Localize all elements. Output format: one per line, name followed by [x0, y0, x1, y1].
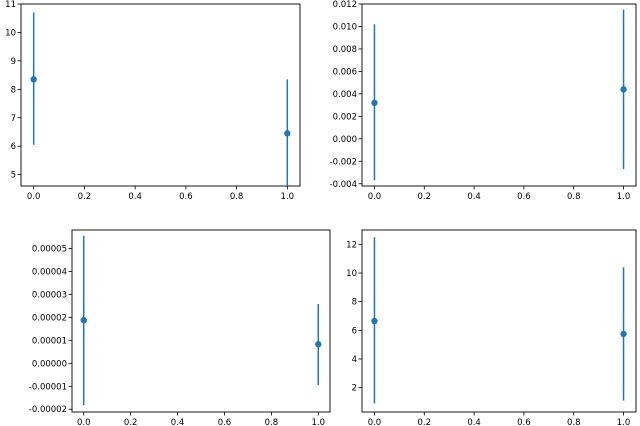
subplot-2: 0.0 0.2 0.4 0.6 0.8 1.0 -0.004 -0.002 0.000 0.002… [330, 0, 637, 202]
y-tick-label: 5 [11, 171, 16, 181]
x-tick-label: 0.2 [418, 418, 432, 426]
x-tick-label: 0.2 [418, 192, 432, 202]
x-tick-label: 0.6 [218, 418, 232, 426]
x-tick-label: 0.6 [179, 192, 193, 202]
data-point [371, 317, 378, 325]
y-tick-label: 0.006 [333, 67, 357, 77]
x-tick-label: 1.0 [617, 192, 631, 202]
y-tick-label: 9 [11, 57, 16, 67]
x-tick-label: 0.0 [368, 418, 382, 426]
x-tick-label: 0.2 [78, 192, 92, 202]
x-tick-label: 0.4 [128, 192, 142, 202]
x-tick-label: 0.2 [124, 418, 138, 426]
y-tick-label: 0.00001 [32, 336, 67, 346]
y-tick-label: 0.002 [333, 112, 357, 122]
data-point [620, 330, 627, 338]
x-tick-label: 0.6 [517, 418, 531, 426]
x-tick-label: 0.4 [171, 418, 185, 426]
subplot-3: 0.0 0.2 0.4 0.6 0.8 1.0 -0.00002 -0.00001 0.0000… [29, 229, 331, 426]
y-tick-label: 0.00002 [32, 313, 67, 323]
x-tick-label: 0.4 [467, 418, 481, 426]
x-tick-label: 0.8 [230, 192, 244, 202]
data-point [80, 316, 87, 324]
y-tick-label: -0.002 [330, 157, 357, 167]
y-tick-label: 12 [346, 240, 357, 250]
y-tick-label: 0.00000 [32, 359, 67, 369]
x-tick-label: 0.4 [467, 192, 481, 202]
x-tick-label: 1.0 [617, 418, 631, 426]
y-tick-label: 0.00005 [32, 244, 67, 254]
x-tick-label: 0.0 [77, 418, 91, 426]
y-tick-label: 0.00004 [32, 267, 67, 277]
y-tick-label: 10 [5, 28, 16, 38]
axes-frame [361, 3, 637, 187]
y-tick-label: -0.00001 [29, 382, 67, 392]
x-tick-label: 0.0 [368, 192, 382, 202]
y-tick-label: 6 [11, 142, 16, 152]
axes-frame [20, 3, 301, 187]
x-tick-label: 0.6 [517, 192, 531, 202]
y-tick-label: 0.00003 [32, 290, 67, 300]
y-tick-label: 8 [11, 85, 16, 95]
axes-frame [71, 229, 331, 413]
x-tick-label: 1.0 [312, 418, 326, 426]
data-point [284, 130, 291, 137]
y-tick-label: 0.000 [333, 135, 357, 145]
axes-frame [361, 229, 637, 413]
y-tick-label: 0.004 [333, 90, 357, 100]
data-point [315, 341, 322, 348]
subplot-4: 0.0 0.2 0.4 0.6 0.8 1.0 2 4 6 8 10 12 [346, 229, 637, 426]
y-tick-label: 6 [352, 326, 357, 336]
y-tick-label: 0.008 [333, 45, 357, 55]
y-tick-label: 10 [346, 269, 357, 279]
data-point [620, 86, 627, 93]
x-tick-label: 1.0 [281, 192, 295, 202]
data-point [30, 76, 37, 83]
y-tick-label: 4 [352, 355, 357, 365]
data-point [371, 99, 378, 107]
y-tick-label: 7 [11, 114, 16, 124]
y-tick-label: 2 [352, 384, 357, 394]
x-tick-label: 0.8 [567, 192, 581, 202]
y-tick-label: 8 [352, 298, 357, 308]
y-tick-label: 0.010 [333, 22, 357, 32]
subplot-1: 0.0 0.2 0.4 0.6 0.8 1.0 5 6 7 8 9 10 11 [5, 0, 301, 202]
y-tick-label: 0.012 [333, 0, 357, 10]
x-tick-label: 0.8 [265, 418, 279, 426]
y-tick-label: -0.004 [330, 180, 357, 190]
x-tick-label: 0.0 [27, 192, 41, 202]
y-tick-label: 11 [5, 0, 16, 10]
x-tick-label: 0.8 [567, 418, 581, 426]
y-tick-label: -0.00002 [29, 405, 67, 415]
